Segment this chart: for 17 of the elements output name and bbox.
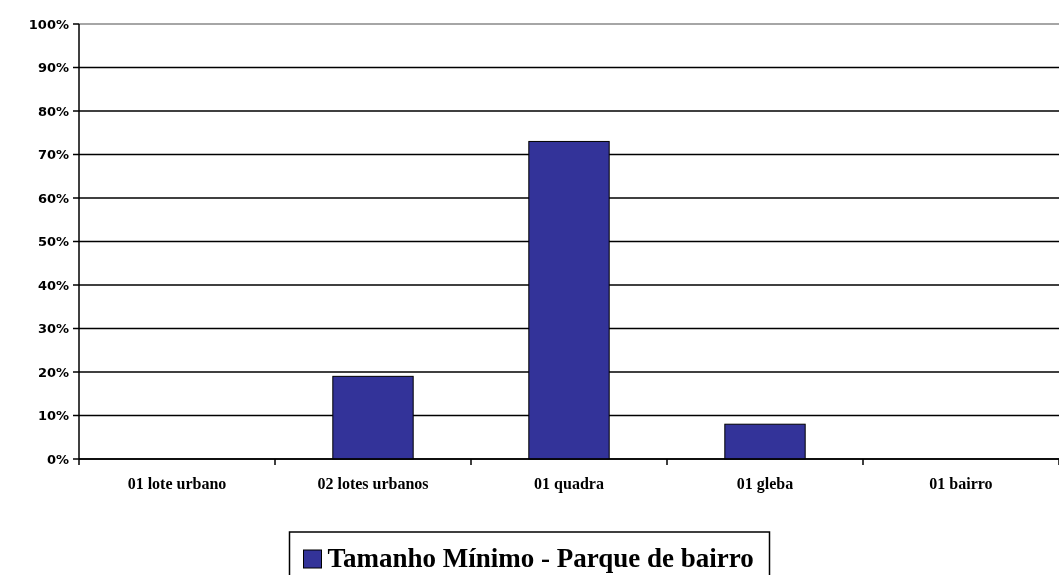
x-tick-label: 01 quadra	[534, 475, 604, 493]
y-tick-label: 70%	[37, 147, 69, 163]
x-tick-label: 02 lotes urbanos	[317, 475, 429, 492]
x-tick-label: 01 bairro	[929, 475, 993, 492]
y-tick-label: 100%	[28, 16, 69, 32]
x-tick-label: 01 gleba	[736, 475, 794, 493]
y-tick-label: 60%	[37, 190, 69, 206]
y-tick-label: 30%	[37, 321, 69, 337]
y-tick-label: 80%	[37, 103, 69, 119]
y-tick-label: 90%	[37, 60, 69, 76]
y-tick-label: 40%	[37, 277, 69, 293]
y-tick-label: 20%	[37, 364, 69, 380]
y-tick-label: 50%	[37, 234, 69, 250]
y-tick-label: 10%	[37, 408, 69, 424]
y-tick-label: 0%	[46, 451, 69, 467]
x-tick-label: 01 lote urbano	[127, 475, 227, 492]
legend-label: Tamanho Mínimo - Parque de bairro	[327, 543, 754, 573]
